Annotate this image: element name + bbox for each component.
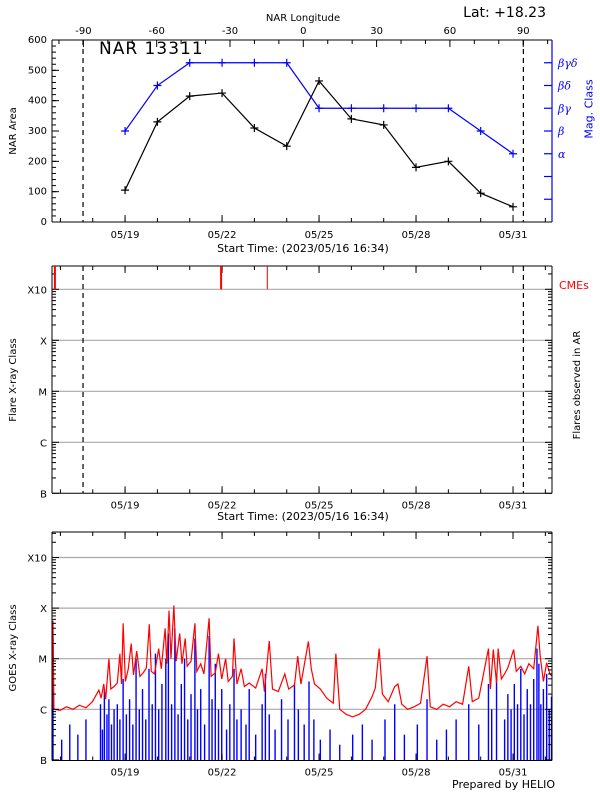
goes-class-tick-label: X (40, 604, 47, 615)
cmes-label: CMEs (559, 279, 589, 292)
date-tick-label: 05/22 (208, 230, 237, 241)
date-tick-label: 05/31 (499, 500, 528, 511)
mag-class-tick-label: βδ (557, 80, 571, 93)
latitude-annotation: Lat: +18.23 (463, 5, 546, 21)
goes-xray-series (51, 605, 553, 718)
mag-class-tick-label: βγ (557, 102, 571, 115)
nar-area-tick-label: 600 (28, 35, 47, 46)
mag-class-axis-label: Mag. Class (582, 79, 596, 139)
start-time-label-top: Start Time: (2023/05/16 16:34) (217, 242, 389, 255)
mag-class-point-marker (121, 127, 130, 135)
bottom-chart: X10 X M C B 05/19 05/22 05/25 05/28 05/31 (27, 531, 553, 779)
middle-chart: X10 X M C B 05/19 05/22 05/25 05/28 05/31 (27, 265, 553, 511)
nar-area-point-marker (509, 202, 518, 211)
nar-area-tick-label: 300 (28, 126, 47, 137)
mag-class-point-marker (347, 104, 356, 113)
nar-area-tick-label: 100 (28, 187, 47, 198)
nar-area-point-marker (185, 92, 194, 101)
date-tick-label: 05/28 (402, 768, 431, 779)
goes-xray-axis-label: GOES X-ray Class (8, 604, 19, 692)
nar-area-tick-label: 500 (28, 65, 47, 76)
mag-class-tick-label: β (557, 125, 564, 138)
mag-class-point-marker (412, 104, 421, 113)
longitude-tick-label: -90 (75, 26, 91, 37)
credit-label: Prepared by HELIO (452, 778, 555, 791)
date-tick-label: 05/31 (499, 768, 528, 779)
nar-area-point-marker (282, 142, 291, 151)
nar-area-point-marker (412, 163, 421, 172)
nar-area-point-marker (347, 114, 356, 123)
date-tick-label: 05/25 (305, 500, 334, 511)
goes-class-tick-label: M (38, 655, 47, 666)
nar-area-point-marker (250, 123, 259, 132)
mag-class-point-marker (282, 58, 291, 67)
nar-area-point-marker (444, 157, 453, 166)
flare-class-tick-label: B (40, 489, 47, 500)
longitude-tick-label: 0 (300, 26, 306, 37)
mag-class-point-marker (315, 104, 324, 113)
mag-class-point-marker (185, 58, 194, 67)
date-tick-label: 05/22 (208, 500, 237, 511)
longitude-tick-label: 30 (370, 26, 383, 37)
longitude-axis-title: NAR Longitude (265, 13, 341, 24)
goes-class-tick-label: X10 (27, 554, 47, 565)
flare-class-tick-label: X10 (27, 285, 47, 296)
nar-area-point-marker (379, 120, 388, 129)
nar-area-point-marker (476, 189, 485, 198)
mag-class-point-marker (509, 149, 518, 158)
top-chart: 0 100 200 300 400 500 600 -90 -60 -30 0 30 60 90 05/19… (28, 26, 578, 241)
region-title: NAR 13311 (99, 39, 204, 59)
longitude-tick-label: -30 (222, 26, 238, 37)
flares-observed-axis-label: Flares observed in AR (572, 330, 583, 440)
nar-area-point-marker (121, 186, 130, 195)
nar-area-point-marker (153, 117, 162, 126)
date-tick-label: 05/19 (111, 768, 140, 779)
date-tick-label: 05/31 (499, 230, 528, 241)
nar-area-series (124, 79, 514, 208)
date-tick-label: 05/19 (111, 230, 140, 241)
longitude-tick-label: 60 (444, 26, 457, 37)
goes-class-tick-label: C (40, 705, 47, 716)
mag-class-tick-label: α (558, 148, 566, 161)
nar-area-point-marker (315, 76, 324, 85)
date-tick-label: 05/25 (305, 230, 334, 241)
nar-area-axis-label: NAR Area (8, 107, 19, 155)
longitude-tick-label: 90 (517, 26, 530, 37)
date-tick-label: 05/22 (208, 768, 237, 779)
date-tick-label: 05/28 (402, 230, 431, 241)
mag-class-point-marker (476, 127, 485, 135)
start-time-label-middle: Start Time: (2023/05/16 16:34) (217, 510, 389, 523)
nar-area-tick-label: 0 (41, 217, 47, 228)
mag-class-point-marker (444, 104, 453, 113)
flare-class-tick-label: C (40, 438, 47, 449)
nar-area-tick-label: 200 (28, 156, 47, 167)
mag-class-tick-label: βγδ (557, 57, 578, 70)
mag-class-point-marker (379, 104, 388, 113)
date-tick-label: 05/28 (402, 500, 431, 511)
date-tick-label: 05/25 (305, 768, 334, 779)
nar-area-tick-label: 400 (28, 96, 47, 107)
date-tick-label: 05/19 (111, 500, 140, 511)
mag-class-point-marker (250, 58, 259, 67)
goes-class-tick-label: B (40, 756, 47, 767)
flare-xray-axis-label: Flare X-ray Class (8, 338, 19, 422)
flare-class-tick-label: M (38, 387, 47, 398)
flare-class-tick-label: X (40, 336, 47, 347)
mag-class-point-marker (153, 81, 162, 90)
nar-area-point-marker (218, 89, 227, 98)
longitude-tick-label: -60 (149, 26, 165, 37)
mag-class-point-marker (218, 58, 227, 67)
